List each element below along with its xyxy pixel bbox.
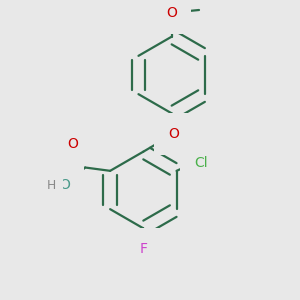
Text: F: F [139, 242, 147, 256]
Text: O: O [60, 178, 70, 192]
Text: O: O [168, 127, 179, 141]
Text: Cl: Cl [194, 157, 208, 170]
Text: O: O [67, 137, 78, 151]
Text: O: O [166, 6, 177, 20]
Text: H: H [47, 179, 56, 192]
